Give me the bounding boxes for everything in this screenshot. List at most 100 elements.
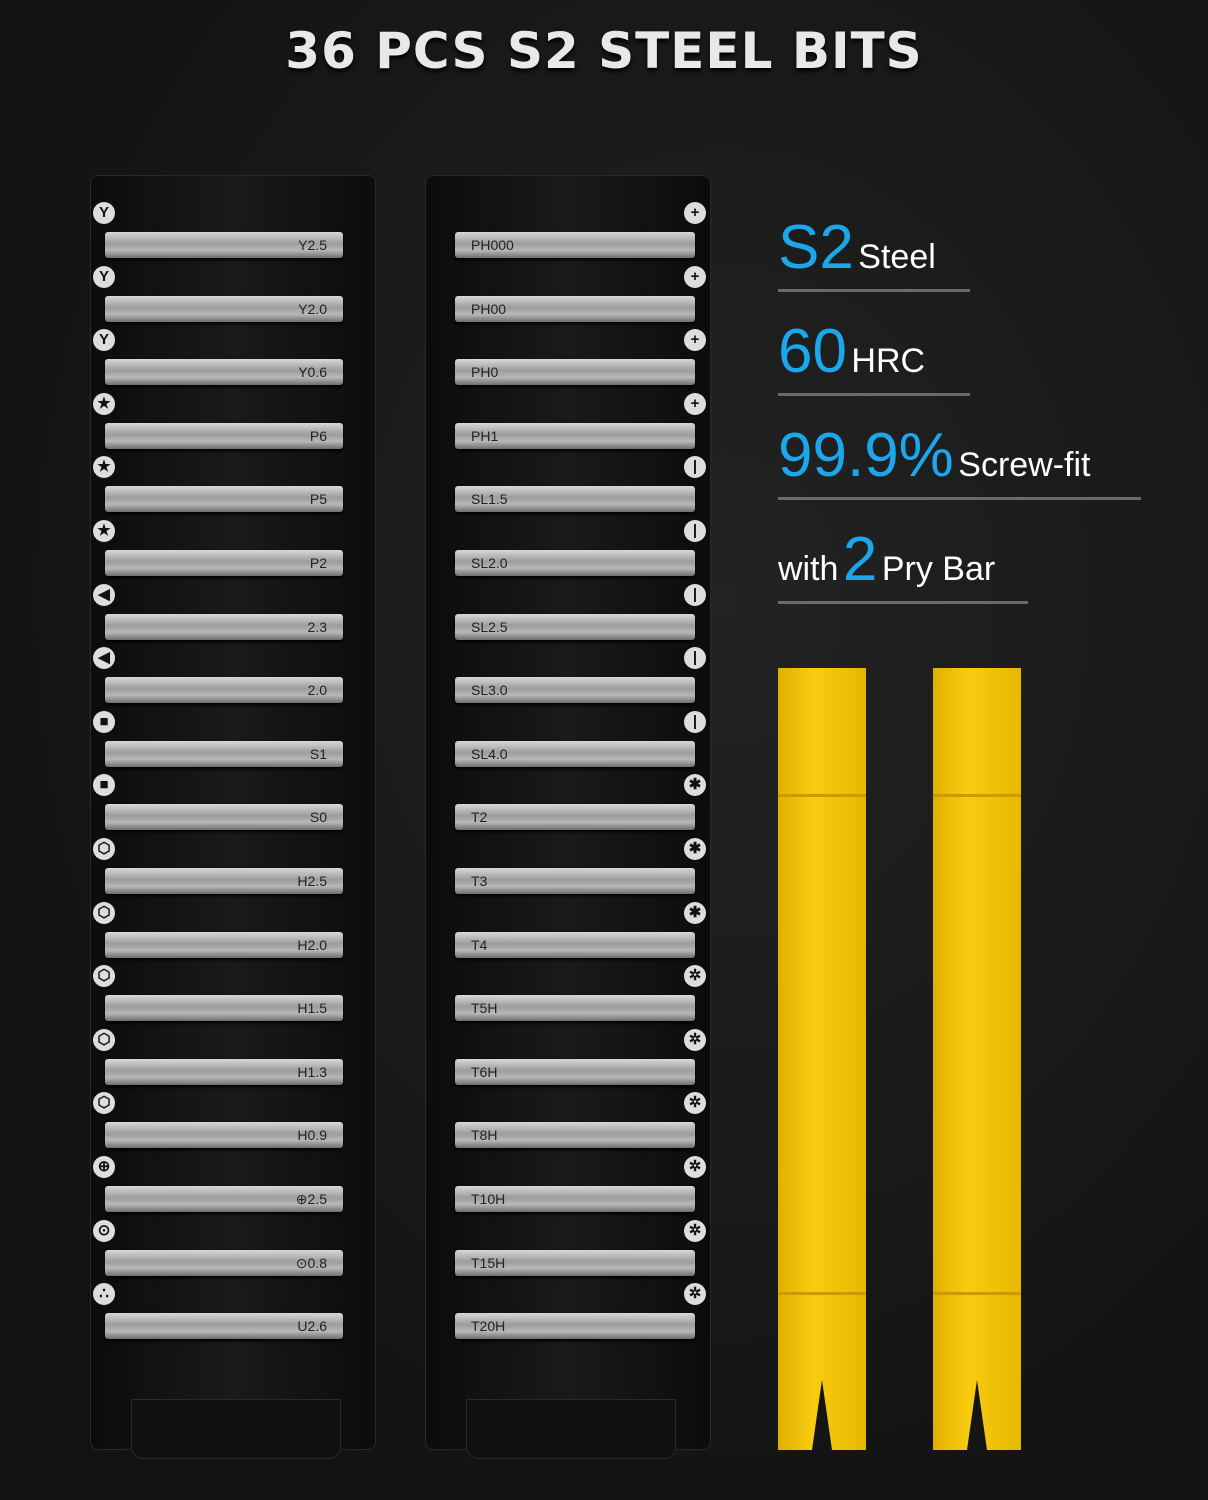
- bit-right: T3: [455, 868, 695, 894]
- tray-foot: [131, 1399, 341, 1459]
- bit-label: ⊙0.8: [295, 1254, 327, 1271]
- bit-right: T10H: [455, 1186, 695, 1212]
- bit-right: PH0: [455, 359, 695, 386]
- bit-left: S0: [105, 804, 343, 831]
- bit-type-icon: Y: [93, 265, 115, 288]
- bit-label: P5: [309, 491, 327, 508]
- bit-right: T6H: [455, 1058, 695, 1085]
- bit-label: PH00: [471, 300, 507, 317]
- feature-pry-bar: with 2 Pry Bar: [778, 524, 1028, 604]
- bit-label: H2.5: [297, 873, 327, 889]
- bit-left: H1.5: [105, 995, 343, 1022]
- bit-type-icon: ✲: [684, 1283, 706, 1306]
- bit-right: T15H: [455, 1249, 695, 1276]
- bit-label: 2.0: [307, 682, 327, 699]
- bit-type-icon: ◀: [93, 647, 115, 670]
- bit-label: 2.3: [307, 618, 327, 635]
- bit-label: PH0: [471, 364, 499, 381]
- bit-right: SL3.0: [455, 677, 695, 704]
- bit-label: SL2.5: [471, 618, 508, 635]
- feature-value: S2: [778, 213, 854, 282]
- bit-type-icon: |: [684, 583, 706, 606]
- feature-label: Screw-fit: [958, 446, 1091, 484]
- bit-type-icon: ⊕: [93, 1156, 115, 1178]
- bit-type-icon: ■: [93, 774, 115, 797]
- bit-type-icon: ✲: [684, 1156, 706, 1178]
- bit-type-icon: ⊙: [93, 1219, 115, 1242]
- bit-type-icon: ✲: [684, 1092, 706, 1115]
- bit-left: 2.3: [105, 613, 343, 640]
- bit-label: PH000: [471, 237, 514, 253]
- bit-label: T10H: [471, 1191, 506, 1207]
- bit-label: Y2.0: [298, 300, 327, 317]
- bit-type-icon: ⬡: [93, 1092, 115, 1115]
- bit-type-icon: ⬡: [93, 965, 115, 988]
- bit-type-icon: +: [684, 202, 706, 224]
- feature-value: 2: [842, 525, 878, 594]
- bit-label: T4: [471, 936, 488, 953]
- bit-left: U2.6: [105, 1313, 343, 1340]
- bit-label: S1: [309, 745, 327, 762]
- bit-left: ⊙0.8: [105, 1249, 343, 1276]
- bit-type-icon: +: [684, 392, 706, 415]
- page-title: 36 PCS S2 STEEL BITS: [285, 22, 923, 80]
- bit-left: P6: [105, 422, 343, 449]
- bit-label: H2.0: [297, 936, 327, 953]
- bit-label: S0: [309, 809, 327, 826]
- bit-label: SL3.0: [471, 682, 508, 699]
- bit-type-icon: ∴: [93, 1283, 115, 1306]
- bit-type-icon: +: [684, 329, 706, 352]
- bit-right: T8H: [455, 1122, 695, 1149]
- bit-left: Y2.5: [105, 232, 343, 258]
- bit-label: ⊕2.5: [295, 1191, 327, 1207]
- bit-label: T20H: [471, 1318, 506, 1335]
- feature-s2-steel: S2 Steel: [778, 212, 970, 292]
- bit-type-icon: Y: [93, 329, 115, 352]
- bit-type-icon: ✱: [684, 901, 706, 924]
- bit-right: T2: [455, 804, 695, 831]
- bit-type-icon: ✲: [684, 1219, 706, 1242]
- bit-label: T6H: [471, 1063, 498, 1080]
- bit-left: H2.5: [105, 868, 343, 894]
- feature-label: HRC: [851, 342, 926, 380]
- bit-type-icon: |: [684, 647, 706, 670]
- bit-left: P2: [105, 550, 343, 576]
- feature-value: 99.9%: [778, 421, 954, 490]
- bit-left: H2.0: [105, 931, 343, 958]
- bit-right: PH000: [455, 232, 695, 258]
- bit-type-icon: ⬡: [93, 1028, 115, 1051]
- bit-label: SL2.0: [471, 555, 508, 571]
- pry-bar: [933, 668, 1021, 1450]
- bit-label: SL4.0: [471, 745, 508, 762]
- bit-label: PH1: [471, 427, 499, 444]
- bit-type-icon: ★: [93, 520, 115, 542]
- bit-type-icon: ⬡: [93, 901, 115, 924]
- bit-right: PH00: [455, 295, 695, 322]
- bit-right: SL4.0: [455, 740, 695, 767]
- feature-prefix: with: [778, 550, 839, 588]
- bit-right: T5H: [455, 995, 695, 1022]
- bit-type-icon: ✲: [684, 965, 706, 988]
- bit-right: SL2.5: [455, 613, 695, 640]
- bit-type-icon: |: [684, 710, 706, 733]
- bit-type-icon: |: [684, 520, 706, 542]
- bit-label: H0.9: [297, 1127, 327, 1144]
- bit-left: ⊕2.5: [105, 1186, 343, 1212]
- bit-type-icon: +: [684, 265, 706, 288]
- bit-right: T4: [455, 931, 695, 958]
- bit-type-icon: ⬡: [93, 838, 115, 860]
- bit-label: U2.6: [297, 1318, 327, 1335]
- bit-left: H1.3: [105, 1058, 343, 1085]
- bit-right: T20H: [455, 1313, 695, 1340]
- bit-left: Y2.0: [105, 295, 343, 322]
- bit-right: PH1: [455, 422, 695, 449]
- bit-label: Y0.6: [298, 364, 327, 381]
- bit-type-icon: ★: [93, 392, 115, 415]
- feature-value: 60: [778, 317, 847, 386]
- feature-hrc: 60 HRC: [778, 316, 970, 396]
- bit-label: H1.3: [297, 1063, 327, 1080]
- bit-right: SL1.5: [455, 486, 695, 513]
- bit-label: T3: [471, 873, 488, 889]
- bit-label: P2: [309, 555, 327, 571]
- bit-type-icon: |: [684, 456, 706, 479]
